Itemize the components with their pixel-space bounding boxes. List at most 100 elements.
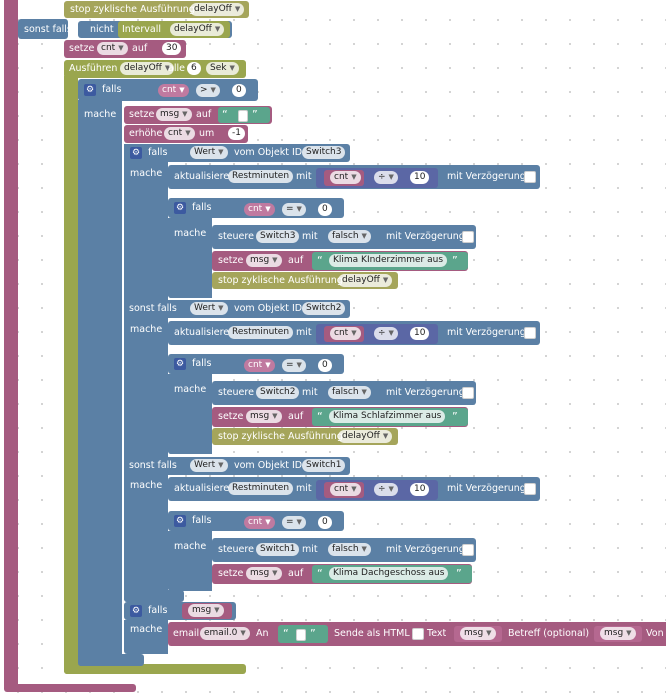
email-an-field[interactable] [296,629,306,641]
room3-verzoegerung-checkbox[interactable] [524,483,536,495]
room3-steuere-switch[interactable]: Switch1 [256,543,300,556]
room1-stop-var[interactable]: delayOff ▼ [338,274,393,287]
room3-steuere-block[interactable]: steuere Switch1 mit falsch ▼ mit Verzöger… [212,538,476,562]
room1-message-field[interactable]: Klima KInderzimmer aus [329,254,448,267]
room2-stop-var[interactable]: delayOff ▼ [338,430,393,443]
stop-var-dropdown[interactable]: delayOff ▼ [190,3,245,16]
room2-steuere-switch[interactable]: Switch2 [256,386,300,399]
room3-falsch-dropdown[interactable]: falsch ▼ [328,543,371,556]
email-betreff-var[interactable]: msg ▼ [600,627,636,640]
room3-div-dropdown[interactable]: ÷ ▼ [374,483,398,496]
room1-if-header[interactable]: ⚙ falls Wert ▼ vom Objekt ID Switch3 [124,144,350,162]
intervall-block[interactable]: Intervall delayOff ▼ [118,21,230,38]
loop-cond-value[interactable]: 0 [232,84,246,97]
erhoehe-var[interactable]: cnt ▼ [164,127,195,140]
room1-steuere-checkbox[interactable] [462,231,474,243]
email-block[interactable]: email email.0 ▼ An “ ” Sende als HTML Tex… [168,622,666,646]
email-html-checkbox[interactable] [412,628,424,640]
room3-cnt-var[interactable]: cnt ▼ [330,483,361,496]
room3-inner-cnt[interactable]: cnt ▼ [244,516,275,529]
room1-switch-field[interactable]: Switch3 [302,146,346,159]
room2-verzoegerung-checkbox[interactable] [524,327,536,339]
room3-restminuten-field[interactable]: Restminuten [228,482,294,495]
room2-steuere-checkbox[interactable] [462,387,474,399]
erhoehe-value[interactable]: -1 [228,127,245,140]
room1-falsch-dropdown[interactable]: falsch ▼ [328,230,371,243]
room3-inner-compare[interactable]: cnt ▼ = ▼ 0 [236,514,340,531]
room1-msg-var[interactable]: msg ▼ [246,254,282,267]
loop-compare-block[interactable]: cnt ▼ > ▼ 0 [150,82,254,99]
email-betreff-var-block[interactable]: msg ▼ [594,626,642,642]
room3-steuere-checkbox[interactable] [462,544,474,556]
room1-inner-compare[interactable]: cnt ▼ = ▼ 0 [236,201,340,218]
loop-op-dropdown[interactable]: > ▼ [196,84,220,97]
room3-else-if-header[interactable]: sonst falls Wert ▼ vom Objekt ID Switch1 [124,457,350,475]
room2-divisor[interactable]: 10 [410,327,430,340]
setze-cnt-block[interactable]: setze cnt ▼ auf 30 [64,40,186,58]
ausfuehren-var-dropdown[interactable]: delayOff ▼ [120,62,175,75]
room1-cnt-var[interactable]: cnt ▼ [330,171,361,184]
ausfuehren-block[interactable]: Ausführen delayOff ▼ alle 6 Sek ▼ [64,60,246,78]
gear-icon[interactable]: ⚙ [130,147,142,159]
room2-inner-compare[interactable]: cnt ▼ = ▼ 0 [236,357,340,374]
room3-switch-field[interactable]: Switch1 [302,459,346,472]
room3-msg-var[interactable]: msg ▼ [246,567,282,580]
room3-inner-eq[interactable]: = ▼ [282,516,306,529]
gear-icon[interactable]: ⚙ [174,202,186,214]
room3-wert-dropdown[interactable]: Wert ▼ [190,459,228,472]
room1-div-dropdown[interactable]: ÷ ▼ [374,171,398,184]
room2-div-dropdown[interactable]: ÷ ▼ [374,327,398,340]
room2-inner-zero[interactable]: 0 [318,359,332,372]
room2-stop-block[interactable]: stop zyklische Ausführung delayOff ▼ [212,428,398,445]
email-cond-var[interactable]: msg ▼ [188,604,224,617]
room1-stop-block[interactable]: stop zyklische Ausführung delayOff ▼ [212,272,398,289]
room1-restminuten-field[interactable]: Restminuten [228,170,294,183]
room1-inner-eq[interactable]: = ▼ [282,203,306,216]
email-text-var[interactable]: msg ▼ [460,627,496,640]
room1-inner-zero[interactable]: 0 [318,203,332,216]
loop-cond-var[interactable]: cnt ▼ [158,84,189,97]
empty-text-block[interactable]: “ ” [218,107,270,123]
room2-inner-cnt[interactable]: cnt ▼ [244,359,275,372]
interval-value-field[interactable]: 6 [187,62,201,75]
room1-cnt-block[interactable]: cnt ▼ [324,170,364,186]
room2-msg-var[interactable]: msg ▼ [246,410,282,423]
room3-divide-block[interactable]: cnt ▼ ÷ ▼ 10 [316,480,438,500]
room1-verzoegerung-checkbox[interactable] [524,171,536,183]
room3-divisor[interactable]: 10 [410,483,430,496]
room2-falsch-dropdown[interactable]: falsch ▼ [328,386,371,399]
room2-steuere-block[interactable]: steuere Switch2 mit falsch ▼ mit Verzöger… [212,381,476,405]
room1-text-block[interactable]: “ Klima KInderzimmer aus ” [312,252,468,270]
room1-wert-dropdown[interactable]: Wert ▼ [190,146,228,159]
room1-divisor[interactable]: 10 [410,171,430,184]
room2-cnt-var[interactable]: cnt ▼ [330,327,361,340]
room2-else-if-header[interactable]: sonst falls Wert ▼ vom Objekt ID Switch2 [124,300,350,318]
room2-restminuten-field[interactable]: Restminuten [228,326,294,339]
room2-switch-field[interactable]: Switch2 [302,302,346,315]
room3-message-field[interactable]: Klima Dachgeschoss aus [329,567,449,580]
gear-icon[interactable]: ⚙ [174,358,186,370]
room2-cnt-block[interactable]: cnt ▼ [324,326,364,342]
cnt-init-field[interactable]: 30 [162,42,182,55]
setze-msg-var[interactable]: msg ▼ [156,108,192,121]
stop-block-top[interactable]: stop zyklische Ausführung delayOff ▼ [64,1,249,18]
email-an-text-block[interactable]: “ ” [278,625,328,643]
room1-inner-cnt[interactable]: cnt ▼ [244,203,275,216]
setze-var-dropdown[interactable]: cnt ▼ [97,42,128,55]
room3-text-block[interactable]: “ Klima Dachgeschoss aus ” [312,565,472,583]
room1-divide-block[interactable]: cnt ▼ ÷ ▼ 10 [316,168,438,188]
email-text-var-block[interactable]: msg ▼ [454,626,502,642]
room3-cnt-block[interactable]: cnt ▼ [324,482,364,498]
room1-steuere-block[interactable]: steuere Switch3 mit falsch ▼ mit Verzöger… [212,225,476,249]
gear-icon[interactable]: ⚙ [174,515,186,527]
empty-text-field[interactable] [238,110,248,122]
email-instance-dropdown[interactable]: email.0 ▼ [200,627,250,640]
gear-icon[interactable]: ⚙ [130,605,142,617]
gear-icon[interactable]: ⚙ [84,84,96,96]
intervall-var-dropdown[interactable]: delayOff ▼ [170,23,225,36]
room2-text-block[interactable]: “ Klima Schlafzimmer aus ” [312,408,468,426]
room2-inner-eq[interactable]: = ▼ [282,359,306,372]
room2-divide-block[interactable]: cnt ▼ ÷ ▼ 10 [316,324,438,344]
erhoehe-block[interactable]: erhöhe cnt ▼ um -1 [124,125,248,143]
